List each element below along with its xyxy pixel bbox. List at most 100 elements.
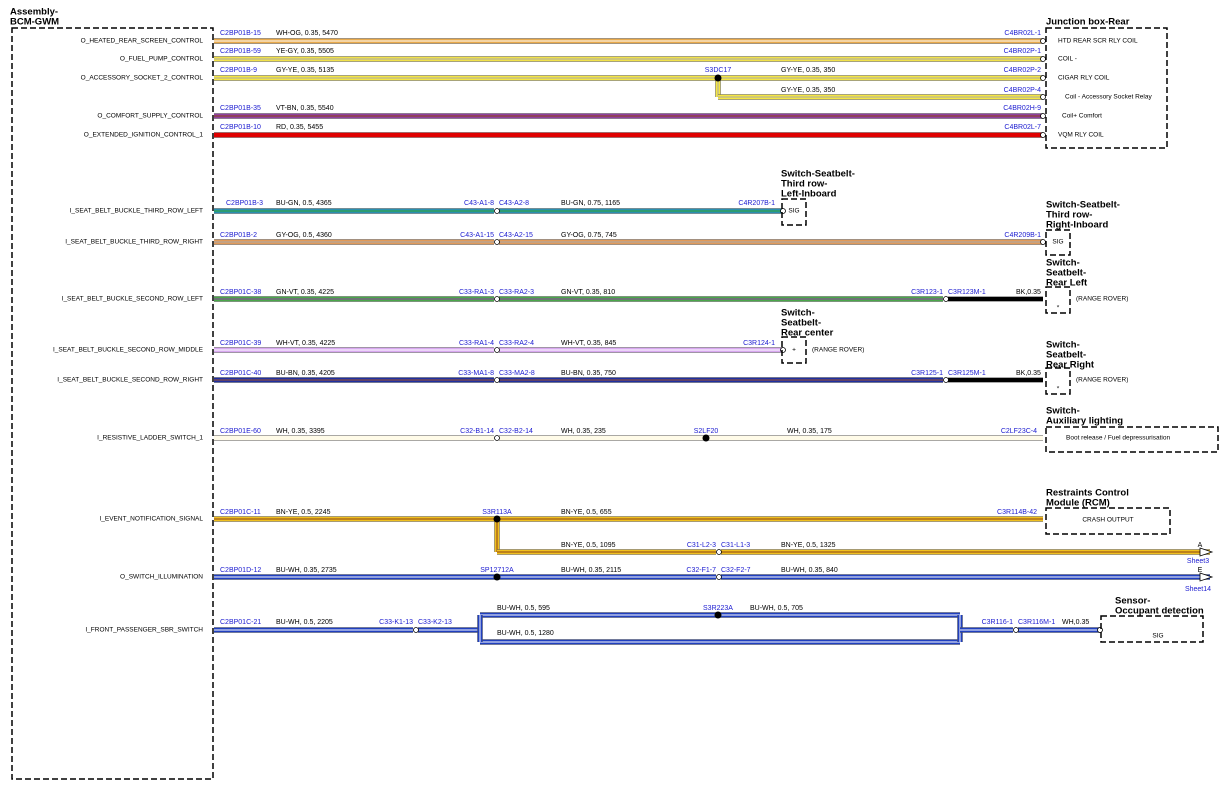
connector (494, 239, 500, 245)
component-box (1045, 27, 1168, 149)
wire-spec: BU-WH, 0.35, 2115 (561, 567, 621, 574)
pin-function: SIG (1152, 633, 1163, 640)
signal-name: O_EXTENDED_IGNITION_CONTROL_1 (84, 132, 204, 139)
wire-spec: BU-WH, 0.35, 840 (781, 567, 838, 574)
wire-spec: WH,0.35 (1062, 619, 1089, 626)
connector-label: C4BR02P-4 (1004, 87, 1041, 94)
assembly-title: BCM-GWM (10, 17, 59, 28)
connector-label: C2BP01B-59 (220, 48, 261, 55)
wire-spec: BU-GN, 0.75, 1165 (561, 200, 620, 207)
connector-label: C2BP01B-15 (220, 30, 261, 37)
connector-label: C33-K1-13 (379, 619, 413, 626)
signal-name: I_SEAT_BELT_BUCKLE_THIRD_ROW_LEFT (70, 208, 203, 215)
wire-spec: BU-BN, 0.35, 4205 (276, 370, 335, 377)
connector-label: C2LF23C-4 (1001, 428, 1037, 435)
connector-label: C43-A1-15 (460, 232, 494, 239)
pin-function: Coil+ Comfort (1062, 113, 1102, 120)
connector-label: C33-MA2-8 (499, 370, 535, 377)
signal-name: O_SWITCH_ILLUMINATION (120, 574, 203, 581)
wire-spec: RD, 0.35, 5455 (276, 124, 323, 131)
wire-spec: GN-VT, 0.35, 810 (561, 289, 615, 296)
connector-label: S3R223A (703, 605, 733, 612)
wire-spec: WH, 0.35, 175 (787, 428, 832, 435)
sheet-arrow (1199, 547, 1214, 557)
component-box (1045, 286, 1071, 314)
component-title: Switch-Seatbelt- (781, 169, 855, 180)
component-box (1045, 367, 1071, 395)
connector-label: Sheet3 (1187, 558, 1209, 565)
connector (494, 377, 500, 383)
pin-function: Boot release / Fuel depressurisation (1066, 435, 1170, 442)
connector-label: C2BP01B-3 (226, 200, 263, 207)
connector-label: C4BR02L-1 (1004, 30, 1041, 37)
component-title: Module (RCM) (1046, 498, 1110, 509)
connector-label: C4BR02H-9 (1003, 105, 1041, 112)
wire-spec: BU-GN, 0.5, 4365 (276, 200, 332, 207)
connector (1040, 113, 1046, 119)
signal-name: I_RESISTIVE_LADDER_SWITCH_1 (97, 435, 203, 442)
pin-function: + (792, 347, 796, 354)
wire-spec: BU-WH, 0.5, 705 (750, 605, 803, 612)
wire-spec: A (1198, 542, 1203, 549)
connector (494, 435, 500, 441)
signal-name: I_SEAT_BELT_BUCKLE_THIRD_ROW_RIGHT (65, 239, 203, 246)
connector-label: C3R116-1 (982, 619, 1013, 626)
signal-name: I_SEAT_BELT_BUCKLE_SECOND_ROW_LEFT (62, 296, 203, 303)
connector-label: S2LF20 (694, 428, 719, 435)
connector-label: C2BP01B-2 (220, 232, 257, 239)
connector-label: C3R116M-1 (1018, 619, 1055, 626)
component-title: Rear center (781, 328, 834, 339)
signal-name: O_FUEL_PUMP_CONTROL (120, 56, 203, 63)
component-title: Switch- (1046, 258, 1080, 269)
component-box (1045, 426, 1219, 453)
connector-label: C4BR02P-2 (1004, 67, 1041, 74)
wire-spec: BK,0.35 (1016, 370, 1041, 377)
connector-label: Sheet14 (1185, 586, 1211, 593)
connector-label: C2BP01E-60 (220, 428, 261, 435)
component-title: Switch- (1046, 340, 1080, 351)
wire-spec: WH, 0.35, 235 (561, 428, 606, 435)
pin-function: * (1057, 386, 1060, 393)
connector-label: C33-RA1-4 (459, 340, 494, 347)
component-box (1045, 507, 1171, 535)
wire-spec: BN-YE, 0.5, 655 (561, 509, 612, 516)
wire-spec: VT-BN, 0.35, 5540 (276, 105, 334, 112)
component-title: Occupant detection (1115, 606, 1204, 617)
connector (1040, 38, 1046, 44)
connector (494, 208, 500, 214)
connector-label: C2BP01D-12 (220, 567, 261, 574)
wire-spec: GN-VT, 0.35, 4225 (276, 289, 334, 296)
connector (716, 574, 722, 580)
connector-label: C32-B2-14 (499, 428, 533, 435)
wire-spec: BN-YE, 0.5, 1095 (561, 542, 616, 549)
connector (943, 377, 949, 383)
connector (1040, 56, 1046, 62)
component-box (1100, 615, 1204, 643)
signal-name: O_COMFORT_SUPPLY_CONTROL (97, 113, 203, 120)
wire-spec: GY-YE, 0.35, 5135 (276, 67, 334, 74)
component-title: Switch- (1046, 406, 1080, 417)
connector-label: C31-L2-3 (687, 542, 716, 549)
connector (494, 347, 500, 353)
connector-label: C2BP01C-39 (220, 340, 261, 347)
connector (1040, 75, 1046, 81)
connector-label: C32-F1-7 (686, 567, 716, 574)
wire-spec: GY-YE, 0.35, 350 (781, 67, 835, 74)
wire-spec: BU-WH, 0.5, 1280 (497, 630, 554, 637)
component-title: Rear Left (1046, 278, 1088, 289)
pin-function: CIGAR RLY COIL (1058, 75, 1110, 82)
connector-label: C43-A2-8 (499, 200, 529, 207)
connector (943, 296, 949, 302)
component-box (781, 336, 807, 364)
connector-label: C3R125M-1 (948, 370, 986, 377)
connector-label: C33-RA1-3 (459, 289, 494, 296)
wire-spec: BU-BN, 0.35, 750 (561, 370, 616, 377)
component-title: Third row- (781, 179, 827, 190)
connector-label: C3R124-1 (743, 340, 775, 347)
sheet-arrow (1199, 572, 1214, 582)
connector-label: C3R114B-42 (997, 509, 1037, 516)
wire-spec: BU-WH, 0.35, 2735 (276, 567, 337, 574)
signal-name: O_HEATED_REAR_SCREEN_CONTROL (81, 38, 204, 45)
connector-label: C33-K2-13 (418, 619, 452, 626)
signal-name: O_ACCESSORY_SOCKET_2_CONTROL (81, 75, 204, 82)
